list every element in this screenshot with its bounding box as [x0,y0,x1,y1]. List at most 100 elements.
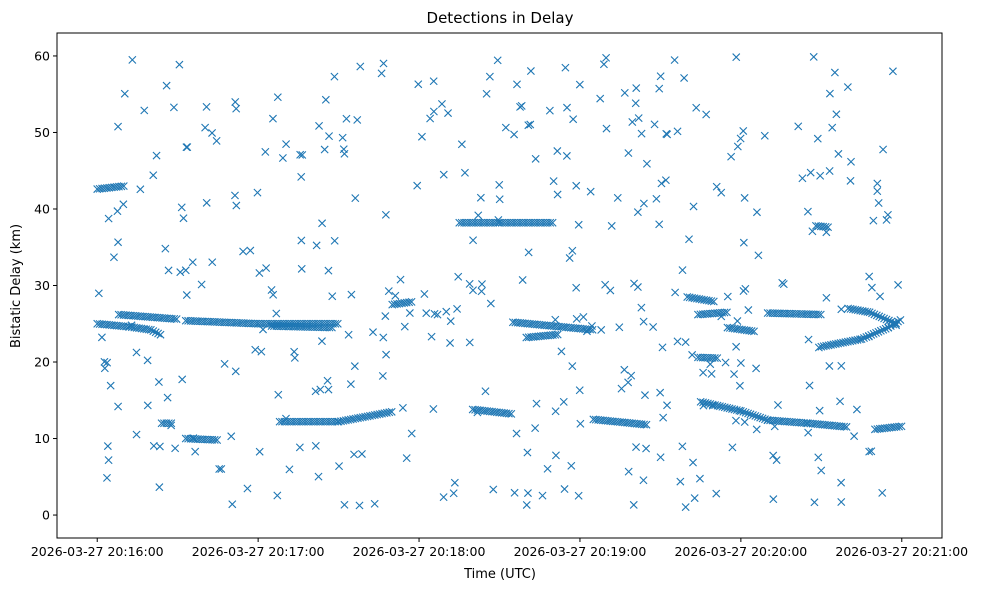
data-point-886 [262,264,271,273]
data-point-631 [620,88,629,97]
data-point-702 [243,484,252,493]
data-point-859 [813,134,822,143]
data-point-866 [803,207,812,216]
data-point-958 [102,473,111,482]
data-point-739 [727,152,736,161]
data-point-678 [670,56,679,65]
data-point-876 [882,215,891,224]
data-point-924 [114,402,123,411]
data-point-597 [629,500,638,509]
data-point-649 [658,343,667,352]
data-point-714 [632,84,641,93]
data-point-336 [507,409,516,418]
data-point-359 [642,420,651,429]
data-point-543 [882,315,891,324]
data-point-803 [575,386,584,395]
data-point-515 [872,328,881,337]
data-point-217 [375,410,384,419]
data-point-751 [772,456,781,465]
data-point-528 [846,304,855,313]
data-point-805 [865,272,874,281]
data-point-930 [346,380,355,389]
data-point-912 [798,174,807,183]
data-point-635 [351,194,360,203]
data-point-810 [97,333,106,342]
data-point-752 [482,89,491,98]
data-point-915 [810,498,819,507]
data-point-741 [676,477,685,486]
data-point-672 [127,321,136,330]
data-point-433 [761,415,769,424]
data-point-824 [339,145,348,154]
data-point-673 [414,80,423,89]
data-point-497 [829,340,838,349]
data-point-791 [208,128,217,137]
data-point-611 [740,193,749,202]
data-point-785 [830,68,839,77]
data-point-663 [197,280,206,289]
data-point-729 [632,443,641,452]
data-point-220 [382,408,391,417]
data-point-684 [825,166,834,175]
data-point-660 [652,194,661,203]
data-point-882 [312,241,321,250]
data-point-591 [649,323,658,331]
data-point-652 [169,103,178,112]
data-point-572 [731,416,740,425]
data-point-492 [817,342,826,351]
data-point-957 [681,503,690,512]
data-point-769 [377,69,386,78]
data-point-691 [735,381,744,390]
data-point-231 [407,297,416,306]
data-point-230 [405,298,414,307]
data-point-682 [574,220,583,229]
data-point-646 [171,444,180,453]
data-point-574 [261,147,270,156]
data-point-935 [176,268,185,277]
data-point-869 [661,176,670,185]
data-point-789 [201,123,210,132]
data-point-900 [285,465,294,474]
data-point-618 [163,393,172,402]
data-point-815 [769,495,778,504]
data-point-932 [804,428,813,437]
data-point-883 [579,313,588,321]
data-point-364 [692,294,701,303]
data-point-585 [699,401,708,410]
data-point-795 [864,332,873,341]
data-point-781 [417,132,426,141]
data-point-855 [637,129,646,138]
data-point-938 [140,106,149,115]
data-point-949 [770,422,779,431]
data-point-419 [728,404,737,413]
data-point-540 [875,312,884,321]
data-point-880 [298,150,307,159]
data-point-690 [273,93,282,102]
data-point-559 [897,422,906,431]
data-point-944 [469,236,478,245]
data-point-800 [655,84,664,93]
data-point-207 [351,414,360,423]
data-point-753 [136,185,145,194]
data-point-875 [512,429,521,438]
data-point-608 [822,228,831,237]
data-point-721 [132,430,141,439]
data-point-951 [633,208,642,217]
data-point-510 [859,334,868,343]
data-point-160 [167,419,176,428]
data-point-610 [615,323,624,332]
data-point-542 [880,314,889,323]
data-point-667 [442,307,451,316]
data-point-881 [695,474,704,483]
data-point-547 [892,319,901,328]
data-point-222 [387,407,396,416]
data-point-602 [586,187,595,196]
data-point-365 [695,295,704,304]
data-point-895 [836,397,845,406]
data-point-612 [320,145,329,154]
data-point-318 [551,330,560,339]
data-point-858 [493,56,502,65]
data-point-899 [804,335,813,344]
data-point-518 [879,325,888,334]
